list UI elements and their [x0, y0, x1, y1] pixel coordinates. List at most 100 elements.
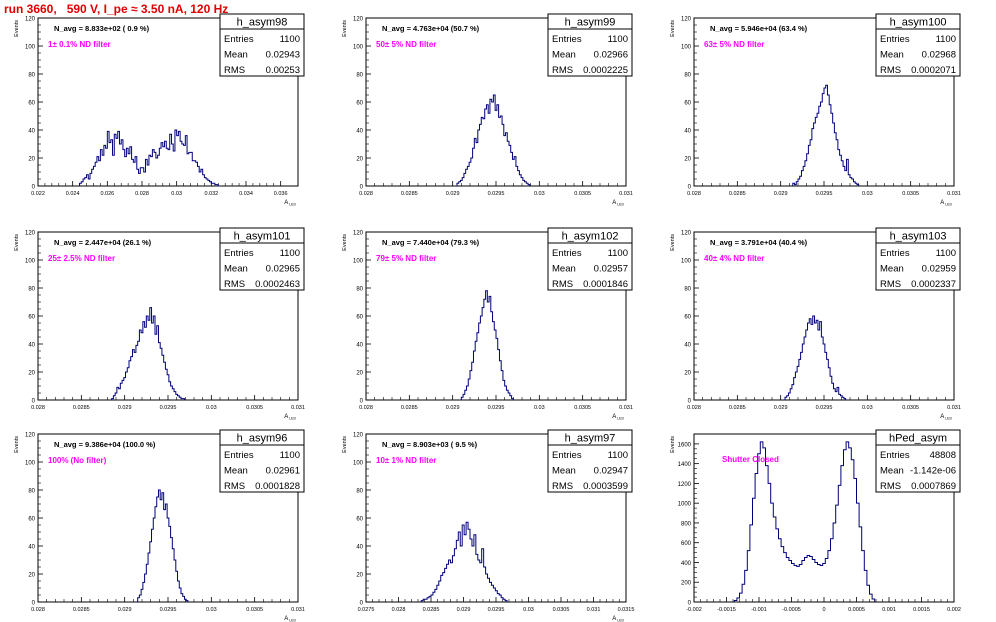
y-tick-label: 400 [681, 561, 692, 567]
y-tick-label: 120 [25, 433, 36, 439]
stats-key: RMS [552, 279, 573, 290]
y-tick-label: 60 [28, 101, 35, 107]
x-tick-label: 0.0295 [488, 607, 505, 613]
navg-label: N_avg = 8.833e+02 ( 0.9 %) [54, 24, 150, 33]
x-tick-label: 0.0305 [902, 405, 919, 411]
y-tick-label: 40 [28, 343, 35, 349]
x-axis-title: A LED [284, 414, 296, 421]
y-tick-label: 0 [32, 185, 36, 191]
stats-value: 0.0001828 [255, 481, 300, 492]
x-tick-label: -0.0015 [717, 607, 736, 613]
stats-value: 1100 [608, 248, 628, 259]
x-tick-label: 0.0285 [729, 191, 746, 197]
x-axis-title: A LED [612, 200, 624, 207]
stats-key: Entries [552, 34, 582, 45]
x-tick-label: 0.036 [274, 191, 288, 197]
y-tick-label: 0 [32, 399, 36, 405]
stats-value: 0.02965 [266, 264, 300, 275]
y-tick-label: 0 [688, 399, 692, 405]
y-tick-label: 0 [360, 399, 364, 405]
stats-value: 0.02957 [594, 264, 628, 275]
histogram-panel-hPed_asym: 0 200 400 600 800 1000 1200 1400 1600 -0.002 -0.00… [670, 429, 961, 613]
x-tick-label: 0.03 [534, 191, 545, 197]
x-tick-label: 0.029 [446, 405, 460, 411]
stats-box-frame [875, 13, 961, 77]
x-tick-label: 0.028 [392, 607, 406, 613]
x-tick-label: 0.03 [862, 191, 873, 197]
x-tick-label: 0.022 [31, 191, 45, 197]
histogram-name: h_asym103 [890, 231, 947, 243]
y-tick-label: 80 [28, 287, 35, 293]
y-tick-label: 20 [28, 157, 35, 163]
y-tick-label: 60 [356, 101, 363, 107]
y-tick-label: 100 [25, 45, 36, 51]
y-tick-label: 1200 [678, 482, 692, 488]
stats-key: RMS [880, 65, 901, 76]
y-tick-label: 60 [684, 101, 691, 107]
stats-value: 0.0002463 [255, 279, 300, 290]
x-tick-label: 0.0305 [246, 607, 263, 613]
histogram-name: hPed_asym [889, 433, 947, 445]
stats-value: 1100 [280, 248, 300, 259]
x-axis-title: A LED [612, 414, 624, 421]
histogram-name: h_asym101 [234, 231, 291, 243]
stats-box-frame [547, 429, 633, 493]
stats-key: RMS [224, 65, 245, 76]
x-tick-label: 0.028 [687, 191, 701, 197]
stats-key: Mean [552, 264, 576, 275]
x-axis-title: A LED [940, 200, 952, 207]
stats-value: 0.02966 [594, 50, 628, 61]
x-tick-label: 0.032 [204, 191, 218, 197]
filter-label: 79± 5% ND filter [376, 254, 436, 263]
filter-label: 40± 4% ND filter [704, 254, 764, 263]
stats-key: Mean [224, 466, 248, 477]
x-tick-label: 0.0305 [574, 405, 591, 411]
x-tick-label: 0.028 [687, 405, 701, 411]
stats-value: 0.02943 [266, 50, 300, 61]
x-axis-title: A LED [612, 616, 624, 622]
histogram-panel-h_asym102: 0 20 40 60 80 100 120 0.028 0.0285 0.029 0.0295 0.0… [342, 227, 633, 421]
page-title: run 3660, 590 V, I_pe ≈ 3.50 nA, 120 Hz [4, 2, 229, 16]
histogram-series [420, 521, 508, 602]
y-tick-label: 80 [356, 287, 363, 293]
stats-value: -1.142e-06 [910, 466, 956, 477]
stats-value: 1100 [280, 34, 300, 45]
y-tick-label: 80 [28, 73, 35, 79]
stats-value: 0.02947 [594, 466, 628, 477]
x-tick-label: 0.03 [206, 405, 217, 411]
x-tick-label: 0.0305 [574, 191, 591, 197]
y-tick-label: 80 [684, 73, 691, 79]
filter-label: 1± 0.1% ND filter [48, 40, 111, 49]
stats-box-frame [547, 13, 633, 77]
x-tick-label: 0.0295 [160, 405, 177, 411]
x-tick-label: 0.0295 [160, 607, 177, 613]
y-tick-label: 100 [353, 461, 364, 467]
histogram-name: h_asym99 [565, 17, 616, 29]
x-tick-label: 0.0295 [816, 191, 833, 197]
y-tick-label: 20 [28, 573, 35, 579]
x-tick-label: 0.0015 [913, 607, 930, 613]
x-tick-label: 0.0285 [401, 405, 418, 411]
x-tick-label: 0.028 [359, 405, 373, 411]
x-tick-label: 0.0305 [553, 607, 570, 613]
x-tick-label: 0.03 [171, 191, 182, 197]
x-tick-label: 0.031 [619, 405, 633, 411]
histogram-series [733, 441, 876, 602]
y-tick-label: 0 [688, 185, 692, 191]
navg-label: N_avg = 5.946e+04 (63.4 %) [710, 24, 808, 33]
stats-value: 0.0002071 [911, 65, 956, 76]
stats-key: Entries [224, 248, 254, 259]
x-tick-label: 0.031 [947, 191, 961, 197]
y-tick-label: 1000 [678, 502, 692, 508]
histogram-name: h_asym97 [565, 433, 616, 445]
y-tick-label: 0 [360, 601, 364, 607]
x-tick-label: 0.031 [291, 405, 305, 411]
x-tick-label: 0.0295 [488, 191, 505, 197]
y-tick-label: 0 [32, 601, 36, 607]
stats-value: 1100 [608, 34, 628, 45]
stats-value: 0.02961 [266, 466, 300, 477]
y-tick-label: 20 [684, 157, 691, 163]
y-tick-label: 40 [28, 129, 35, 135]
stats-key: Entries [880, 248, 910, 259]
